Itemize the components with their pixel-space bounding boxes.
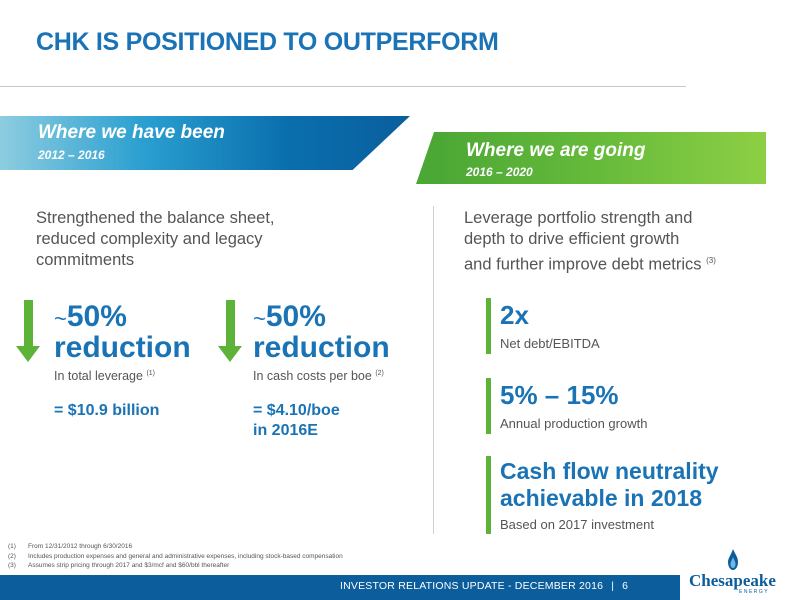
stat-result-line: in 2016E <box>253 422 318 439</box>
stat-word: reduction <box>54 331 191 364</box>
stat-result-line: = $10.9 billion <box>54 402 160 419</box>
left-lead-text: Strengthened the balance sheet, reduced … <box>36 208 275 271</box>
footnote-ref: (2) <box>375 369 384 377</box>
metric-value: 5% – 15% <box>500 380 619 410</box>
stat-result-line: = $4.10/boe <box>253 402 340 419</box>
stat-desc: In total leverage (1) <box>54 369 155 383</box>
metric-accent-bar <box>486 298 491 354</box>
left-banner-title: Where we have been <box>38 122 225 143</box>
metric-value-line: Cash flow neutrality <box>500 458 719 484</box>
company-logo-sub: ENERGY <box>739 589 770 595</box>
metric-value: 2x <box>500 300 529 330</box>
right-lead-line-text: and further improve debt metrics <box>464 255 702 274</box>
footnote-text: Assumes strip pricing through 2017 and $… <box>28 562 230 569</box>
footnote-text: Includes production expenses and general… <box>28 552 343 560</box>
footnote-ref: (1) <box>146 369 155 377</box>
footer-text: INVESTOR RELATIONS UPDATE - DECEMBER 201… <box>340 580 628 592</box>
stat-result: = $10.9 billion <box>54 401 159 421</box>
metric-desc: Based on 2017 investment <box>500 517 654 532</box>
right-lead-text: Leverage portfolio strength and depth to… <box>464 208 716 276</box>
stat-result: = $4.10/boe in 2016E <box>253 401 340 441</box>
metric-value-line: achievable in 2018 <box>500 485 703 511</box>
left-lead-line: reduced complexity and legacy <box>36 230 263 248</box>
stat-desc-text: In total leverage <box>54 369 143 383</box>
footnote-number: (3) <box>8 562 16 569</box>
right-lead-line: Leverage portfolio strength and <box>464 209 693 227</box>
down-arrow-head-icon <box>16 346 40 362</box>
footnote-text: From 12/31/2012 through 6/30/2016 <box>28 543 133 550</box>
footer-bar <box>0 575 680 600</box>
metric-desc: Annual production growth <box>500 416 648 431</box>
right-banner-years: 2016 – 2020 <box>466 165 533 179</box>
left-lead-line: Strengthened the balance sheet, <box>36 209 275 227</box>
left-lead-line: commitments <box>36 251 135 269</box>
footer-separator: | <box>611 580 615 592</box>
right-banner <box>440 132 766 184</box>
metric-value: Cash flow neutrality achievable in 2018 <box>500 458 719 512</box>
page-title: CHK IS POSITIONED TO OUTPERFORM <box>36 28 499 56</box>
metric-desc: Net debt/EBITDA <box>500 336 600 351</box>
company-logo: Chesapeake <box>689 571 776 590</box>
flame-logo-icon <box>728 549 738 570</box>
right-banner-title: Where we are going <box>466 140 646 161</box>
footnotes: (1) From 12/31/2012 through 6/30/2016 (2)… <box>8 542 343 571</box>
right-lead-line: and further improve debt metrics (3) <box>464 250 716 276</box>
footnote: (2) Includes production expenses and gene… <box>8 552 343 562</box>
stat-desc: In cash costs per boe (2) <box>253 369 384 383</box>
right-lead-line: depth to drive efficient growth <box>464 230 680 248</box>
footnote-ref: (3) <box>706 256 716 265</box>
stat-number: 50% <box>265 300 326 333</box>
footnote: (3) Assumes strip pricing through 2017 an… <box>8 561 343 571</box>
left-banner <box>0 116 410 170</box>
stat-number: 50% <box>66 300 127 333</box>
column-divider <box>433 206 434 534</box>
stat-tilde: ~ <box>54 306 67 331</box>
metric-accent-bar <box>486 378 491 434</box>
stat-value: ~50% <box>253 300 326 334</box>
down-arrow-head-icon <box>218 346 242 362</box>
down-arrow-icon <box>24 300 33 346</box>
footnote-number: (1) <box>8 543 16 550</box>
metric-accent-bar <box>486 456 491 534</box>
left-banner-years: 2012 – 2016 <box>38 148 105 162</box>
stat-desc-text: In cash costs per boe <box>253 369 372 383</box>
page-number: 6 <box>622 580 629 592</box>
stat-tilde: ~ <box>253 306 266 331</box>
footer-label: INVESTOR RELATIONS UPDATE - DECEMBER 201… <box>340 580 604 592</box>
stat-word: reduction <box>253 331 390 364</box>
down-arrow-icon <box>226 300 235 346</box>
title-divider <box>0 86 686 87</box>
footnote: (1) From 12/31/2012 through 6/30/2016 <box>8 542 343 552</box>
footnote-number: (2) <box>8 552 16 560</box>
stat-value: ~50% <box>54 300 127 334</box>
